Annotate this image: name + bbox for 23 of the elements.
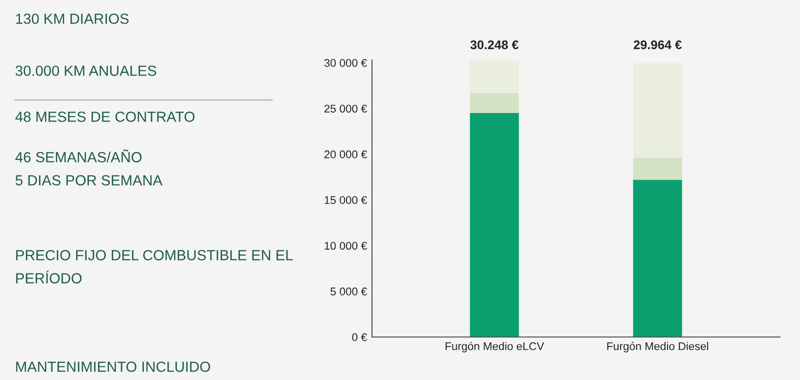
text: MANTENIMIENTO INCLUIDO bbox=[16, 362, 210, 372]
x-tick-label: Furgón Medio Diesel bbox=[607, 342, 708, 352]
text: 46 SEMANAS/AÑO 5 DIAS POR SEMANA bbox=[15, 149, 162, 186]
y-tick-label: 25 000 € bbox=[324, 104, 367, 113]
text: 30.000 KM ANUALES bbox=[16, 66, 156, 76]
text: 48 MESES DE CONTRATO bbox=[15, 112, 194, 122]
bar bbox=[470, 113, 519, 337]
x-tick-label: Furgón Medio eLCV bbox=[446, 342, 544, 352]
y-tick-label: 30 000 € bbox=[324, 59, 367, 67]
text: 130 KM DIARIOS bbox=[16, 14, 129, 24]
bar bbox=[470, 92, 519, 114]
bar bbox=[633, 158, 682, 180]
total-label: 30.248 € bbox=[470, 40, 519, 50]
text: PRECIO FIJO DEL COMBUSTIBLE EN EL PERÍODO bbox=[16, 250, 293, 284]
bar bbox=[470, 60, 519, 93]
y-tick-label: 10 000 € bbox=[324, 242, 367, 250]
bar bbox=[633, 63, 682, 158]
y-tick-label: 0 € bbox=[352, 333, 367, 342]
y-tick-label: 15 000 € bbox=[324, 196, 367, 204]
bar bbox=[633, 180, 682, 337]
y-tick-label: 5 000 € bbox=[330, 288, 367, 296]
total-label: 29.964 € bbox=[634, 40, 682, 50]
y-tick-label: 20 000 € bbox=[324, 150, 367, 158]
